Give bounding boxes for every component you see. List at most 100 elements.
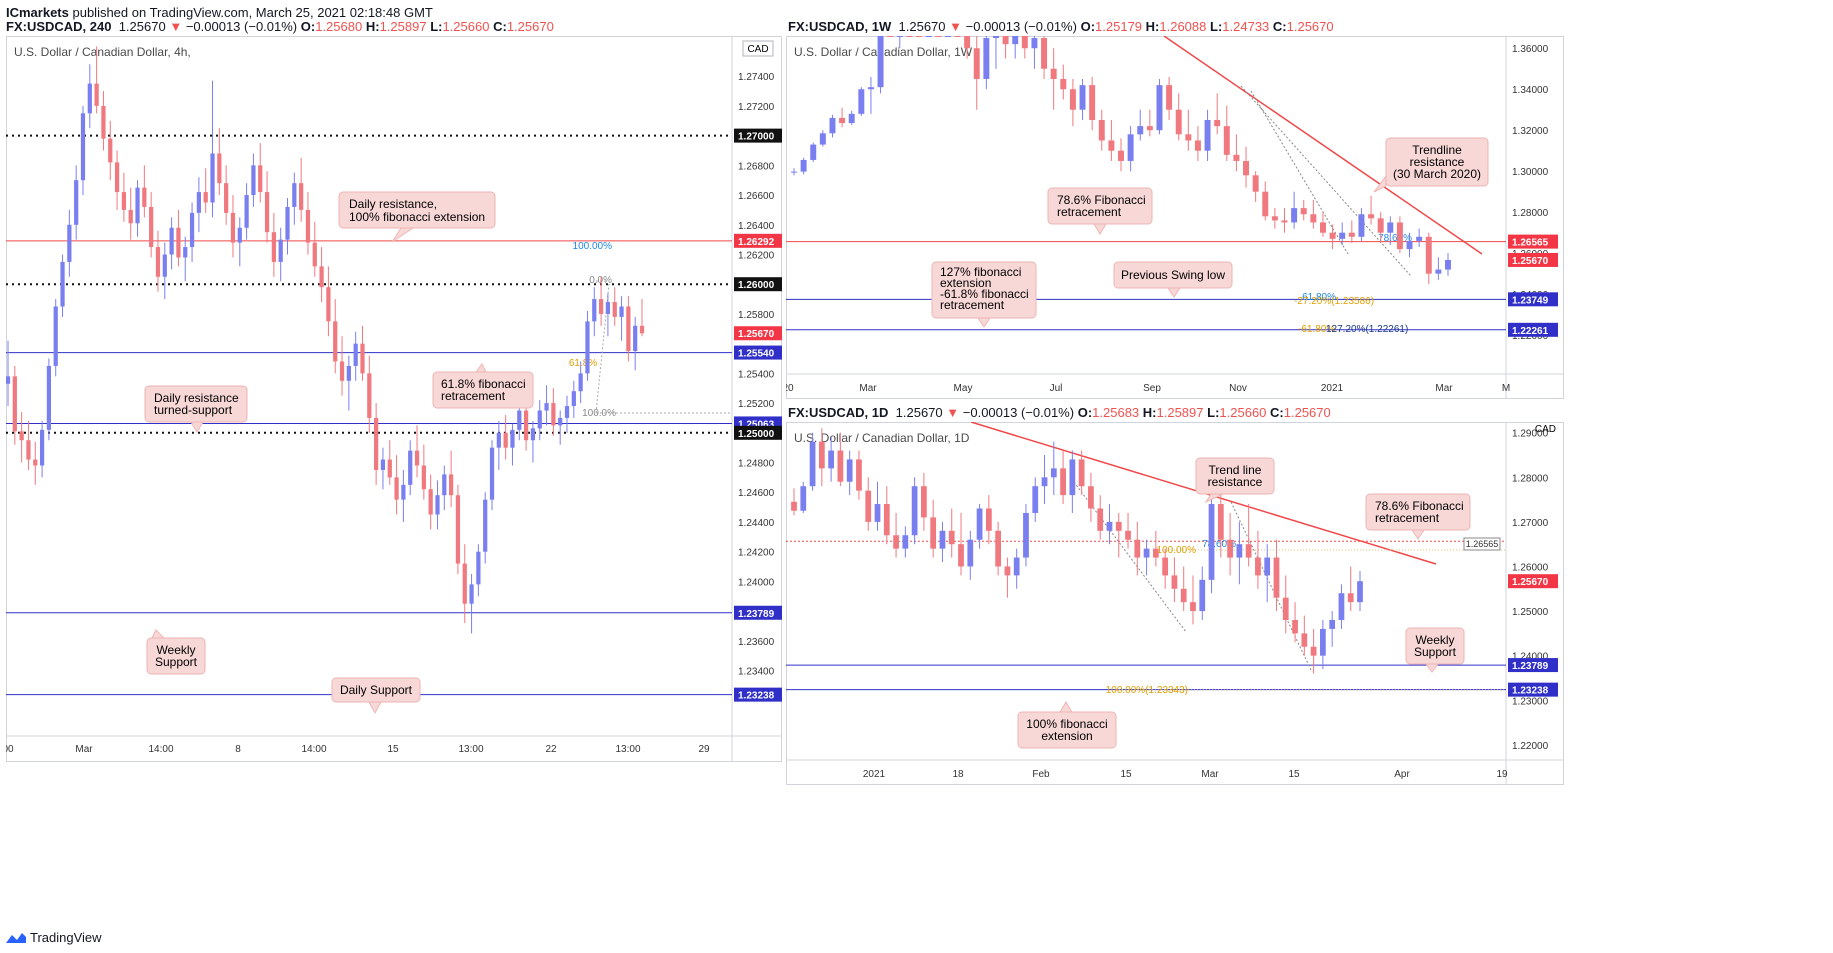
candle-body[interactable] xyxy=(874,504,881,522)
candle-body[interactable] xyxy=(1166,85,1173,110)
candle-body[interactable] xyxy=(387,459,392,478)
candle-body[interactable] xyxy=(1050,468,1057,478)
candle-body[interactable] xyxy=(258,165,263,193)
candle-body[interactable] xyxy=(94,83,99,106)
candle-body[interactable] xyxy=(1125,530,1131,540)
candle-body[interactable] xyxy=(428,489,433,515)
candle-body[interactable] xyxy=(558,417,563,426)
candle-body[interactable] xyxy=(883,504,890,536)
candle-body[interactable] xyxy=(1320,628,1326,656)
candle-body[interactable] xyxy=(1282,597,1289,620)
candle-body[interactable] xyxy=(1273,557,1280,598)
candle-body[interactable] xyxy=(401,484,406,500)
callout-weekly-support[interactable]: Weekly Support xyxy=(1405,627,1465,673)
candle-body[interactable] xyxy=(571,391,576,407)
candle-body[interactable] xyxy=(60,261,65,307)
candle-body[interactable] xyxy=(598,299,604,314)
candle-body[interactable] xyxy=(1435,269,1442,274)
candle-body[interactable] xyxy=(121,192,127,210)
candle-body[interactable] xyxy=(483,499,488,552)
candle-body[interactable] xyxy=(319,266,324,288)
candle-body[interactable] xyxy=(203,192,208,203)
candle-body[interactable] xyxy=(1347,593,1354,603)
candle-body[interactable] xyxy=(353,343,358,366)
candle-body[interactable] xyxy=(1255,557,1261,576)
candle-body[interactable] xyxy=(380,459,386,470)
candle-body[interactable] xyxy=(1445,259,1451,270)
candle-body[interactable] xyxy=(128,209,133,224)
candle-body[interactable] xyxy=(1236,544,1243,558)
candle-body[interactable] xyxy=(1023,512,1029,558)
candle-body[interactable] xyxy=(1012,36,1019,45)
candle-body[interactable] xyxy=(142,187,147,207)
callout-previous-swing-low[interactable]: Previous Swing low xyxy=(1113,261,1233,298)
candle-body[interactable] xyxy=(1264,557,1271,576)
candle-body[interactable] xyxy=(626,306,631,352)
candle-body[interactable] xyxy=(442,474,447,496)
candle-body[interactable] xyxy=(1134,539,1141,558)
candle-body[interactable] xyxy=(1162,557,1169,576)
candle-body[interactable] xyxy=(496,432,501,448)
candle-body[interactable] xyxy=(893,535,899,549)
candle-body[interactable] xyxy=(612,302,617,317)
candle-body[interactable] xyxy=(1319,222,1326,233)
candle-body[interactable] xyxy=(244,195,249,228)
candle-body[interactable] xyxy=(1021,36,1028,49)
candle-body[interactable] xyxy=(264,192,270,233)
candle-body[interactable] xyxy=(1156,85,1163,131)
candle-body[interactable] xyxy=(1013,557,1020,576)
candle-body[interactable] xyxy=(1175,109,1182,135)
candle-body[interactable] xyxy=(135,187,140,224)
candle-body[interactable] xyxy=(973,48,980,79)
candle-body[interactable] xyxy=(39,429,45,466)
candle-body[interactable] xyxy=(67,224,72,262)
candle-body[interactable] xyxy=(1118,150,1124,161)
candle-body[interactable] xyxy=(1194,140,1201,151)
candle-body[interactable] xyxy=(530,428,536,441)
candle-body[interactable] xyxy=(19,431,24,441)
fib-drawing[interactable]: 100.00% 78.60% 100.00%(1.23343) xyxy=(1073,481,1506,696)
candle-body[interactable] xyxy=(1281,220,1288,223)
candle-body[interactable] xyxy=(791,171,797,173)
candle-body[interactable] xyxy=(964,36,971,49)
candle-body[interactable] xyxy=(1060,78,1067,90)
candle-body[interactable] xyxy=(517,410,522,430)
candle-body[interactable] xyxy=(1106,521,1113,531)
candle-body[interactable] xyxy=(510,429,515,448)
candle-body[interactable] xyxy=(983,38,990,79)
candle-body[interactable] xyxy=(1146,126,1153,131)
candle-body[interactable] xyxy=(1425,236,1432,274)
candle-body[interactable] xyxy=(1223,126,1230,155)
candle-body[interactable] xyxy=(1041,38,1048,69)
callout-trendline-resistance[interactable]: Trendline resistance (30 March 2020) xyxy=(1373,137,1489,193)
candle-body[interactable] xyxy=(887,36,894,37)
trendline-resistance[interactable] xyxy=(1163,36,1483,255)
candle-body[interactable] xyxy=(114,162,120,193)
callout-618-retracement[interactable]: 61.8% fibonacci retracement xyxy=(432,363,534,409)
candle-body[interactable] xyxy=(305,209,311,243)
callout-100-extension[interactable]: 100% fibonacci extension xyxy=(1017,701,1117,749)
candle-body[interactable] xyxy=(1291,208,1298,223)
candle-body[interactable] xyxy=(312,242,317,267)
candle-body[interactable] xyxy=(1127,134,1134,161)
candle-body[interactable] xyxy=(865,490,872,522)
candle-body[interactable] xyxy=(162,254,167,277)
candle-body[interactable] xyxy=(339,361,345,381)
candle-body[interactable] xyxy=(1041,477,1048,487)
candle-body[interactable] xyxy=(176,227,181,258)
candle-body[interactable] xyxy=(1292,619,1298,634)
candle-body[interactable] xyxy=(1310,646,1317,656)
candle-body[interactable] xyxy=(183,247,188,258)
candle-body[interactable] xyxy=(421,465,426,490)
candle-body[interactable] xyxy=(1357,581,1363,603)
candle-body[interactable] xyxy=(906,36,913,37)
candle-body[interactable] xyxy=(896,36,903,37)
candle-body[interactable] xyxy=(619,306,624,317)
candle-body[interactable] xyxy=(1377,218,1384,233)
candle-body[interactable] xyxy=(217,153,222,184)
candle-body[interactable] xyxy=(967,539,974,567)
candle-body[interactable] xyxy=(210,153,215,203)
candle-body[interactable] xyxy=(149,206,154,248)
candle-body[interactable] xyxy=(299,183,304,210)
callout-resistance-turned-support[interactable]: Daily resistance turned-support xyxy=(144,385,248,433)
